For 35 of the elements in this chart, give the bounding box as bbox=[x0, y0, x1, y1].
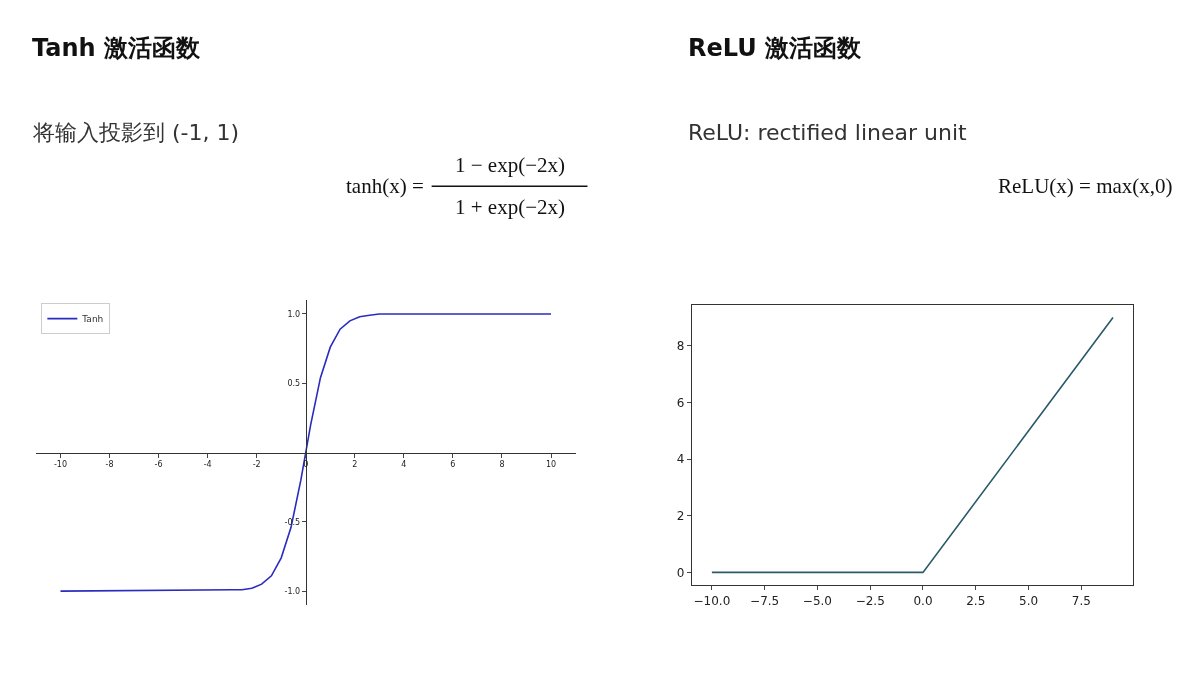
chart-subtitle: 将输入投影到 (-1, 1) bbox=[32, 120, 240, 145]
x-tick-label: 7.5 bbox=[1071, 593, 1091, 608]
chart-subtitle: ReLU: rectified linear unit bbox=[688, 120, 967, 145]
text: 1 − exp(−2x) bbox=[455, 153, 565, 177]
x-tick-label: −10.0 bbox=[693, 593, 731, 608]
x-tick-label: 0 bbox=[303, 460, 309, 470]
text: ReLU(x) = max(x,0) bbox=[998, 174, 1173, 198]
x-tick-label: 0.0 bbox=[913, 593, 933, 608]
x-tick-label: −7.5 bbox=[750, 593, 780, 608]
x-tick-label: 2.5 bbox=[966, 593, 986, 608]
y-tick-label: 2 bbox=[676, 508, 685, 523]
y-tick-label: 6 bbox=[676, 395, 685, 410]
y-tick-label: 1.0 bbox=[287, 309, 301, 319]
x-tick-label: 2 bbox=[352, 460, 358, 470]
x-tick-label: 8 bbox=[499, 460, 505, 470]
x-tick-label: -4 bbox=[203, 460, 212, 470]
x-tick-label: -6 bbox=[154, 460, 163, 470]
text: 1 + exp(−2x) bbox=[455, 195, 565, 219]
text: tanh(x) = bbox=[346, 174, 424, 198]
legend-label: Tanh bbox=[81, 314, 104, 325]
x-tick-label: -10 bbox=[53, 460, 68, 470]
chart-title: ReLU 激活函数 bbox=[688, 34, 863, 62]
x-tick-label: 4 bbox=[401, 460, 407, 470]
x-tick-label: -2 bbox=[252, 460, 261, 470]
y-tick-label: 0 bbox=[676, 565, 685, 580]
x-tick-label: −2.5 bbox=[855, 593, 885, 608]
y-tick-label: 8 bbox=[676, 339, 685, 354]
chart-title: Tanh 激活函数 bbox=[32, 34, 201, 62]
x-tick-label: 5.0 bbox=[1019, 593, 1039, 608]
y-tick-label: 0.5 bbox=[287, 379, 301, 389]
y-tick-label: -1.0 bbox=[284, 586, 301, 596]
x-tick-label: -8 bbox=[105, 460, 114, 470]
x-tick-label: −5.0 bbox=[802, 593, 832, 608]
x-tick-label: 10 bbox=[545, 460, 557, 470]
x-tick-label: 6 bbox=[450, 460, 456, 470]
